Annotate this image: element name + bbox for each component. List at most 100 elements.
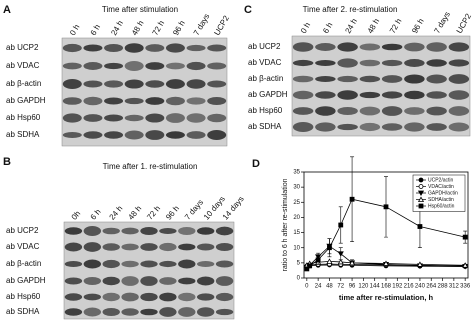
x-tick-label: 24 — [315, 284, 322, 290]
y-tick-label: 15 — [293, 230, 300, 236]
data-point — [304, 266, 310, 272]
blot-band — [178, 259, 196, 269]
blot-band — [315, 106, 336, 116]
blot-band — [145, 44, 165, 52]
blot-band — [145, 130, 165, 140]
blot-band — [186, 44, 206, 52]
lane-label: 7 days — [183, 198, 205, 222]
panel-label: B — [3, 156, 11, 168]
x-tick-label: 168 — [381, 284, 392, 290]
row-label: ab VDAC — [248, 58, 282, 67]
x-tick-label: 312 — [449, 284, 460, 290]
lane-label: UCP2 — [212, 14, 231, 37]
data-point — [327, 245, 332, 251]
blot-band — [121, 227, 139, 235]
blot-band — [207, 130, 227, 140]
blot-band — [448, 59, 470, 67]
blot-band — [404, 59, 425, 67]
data-point — [418, 203, 424, 209]
blot-band — [178, 226, 196, 236]
blot-band — [121, 260, 139, 268]
blot-band — [186, 97, 206, 105]
x-tick-label: 48 — [326, 284, 333, 290]
blot-band — [315, 75, 336, 83]
data-point — [417, 224, 423, 229]
data-point — [382, 260, 390, 266]
blot-band — [165, 43, 185, 53]
blot-band — [140, 292, 158, 302]
lane-label: 72 h — [151, 19, 167, 37]
blot-band — [381, 43, 403, 51]
blot-band — [62, 43, 82, 53]
blot-band — [381, 59, 403, 67]
blot-band — [83, 277, 102, 285]
row-label: ab SDHA — [248, 122, 282, 131]
blot-band — [104, 43, 124, 53]
x-tick-label: 240 — [415, 284, 426, 290]
blot-band — [121, 292, 139, 302]
blot-band — [145, 80, 165, 88]
blot-band — [292, 42, 314, 52]
data-point — [337, 251, 344, 257]
blot-band — [381, 75, 403, 83]
x-tick-label: 336 — [460, 284, 471, 290]
blot-band — [178, 243, 196, 251]
x-tick-label: 216 — [404, 284, 415, 290]
blot-band — [124, 79, 144, 89]
blot-band — [165, 131, 185, 139]
blot-band — [404, 42, 425, 52]
panel-label: D — [252, 158, 260, 170]
blot-band — [124, 114, 144, 122]
y-tick-label: 5 — [297, 260, 301, 266]
blot-band — [83, 131, 103, 139]
legend-label: SDHA/actin — [428, 197, 454, 203]
blot-band — [140, 226, 158, 236]
row-label: ab β-actin — [6, 79, 41, 88]
lane-label: 96 h — [171, 19, 187, 37]
row-label: ab SDHA — [6, 307, 40, 316]
blot-band — [165, 79, 185, 89]
lane-label: 6 h — [89, 207, 103, 221]
blot-band — [207, 97, 227, 105]
blot-band — [145, 113, 165, 123]
blot-band — [64, 277, 83, 285]
data-point — [418, 177, 424, 183]
blot-band — [83, 259, 102, 269]
blot-band — [64, 260, 83, 268]
blot-band — [83, 242, 102, 252]
lane-label: 0h — [70, 209, 83, 222]
data-point — [418, 184, 424, 189]
x-tick-label: 0 — [305, 284, 309, 290]
blot-band — [448, 74, 470, 84]
blot-band — [359, 43, 381, 51]
blot-band — [102, 259, 120, 269]
blot-band — [83, 44, 103, 52]
panel-title: Time after stimulation — [102, 5, 178, 14]
blot-band — [196, 276, 215, 286]
blot-band — [102, 307, 120, 317]
blot-band — [292, 75, 314, 83]
blot-band — [337, 90, 358, 100]
data-point — [417, 190, 425, 197]
blot-band — [62, 131, 82, 139]
lane-label: 0 h — [299, 21, 312, 35]
x-tick-label: 264 — [426, 284, 437, 290]
lane-label: 6 h — [89, 23, 102, 37]
blot-band — [102, 276, 120, 286]
blot-band — [145, 62, 165, 70]
blot-band — [104, 80, 124, 88]
blot-band — [207, 80, 227, 88]
legend-label: Hsp60/actin — [428, 203, 455, 209]
lane-label: 7 days — [432, 10, 452, 35]
blot-band — [121, 243, 139, 251]
blot-band — [448, 106, 470, 116]
blot-band — [186, 131, 206, 139]
blot-band — [196, 227, 215, 235]
blot-band — [207, 62, 227, 70]
blot-band — [104, 131, 124, 139]
lane-label: UCP2 — [455, 12, 474, 35]
blot-band — [359, 106, 381, 116]
blot-band — [83, 293, 102, 301]
blot-band — [104, 97, 124, 105]
